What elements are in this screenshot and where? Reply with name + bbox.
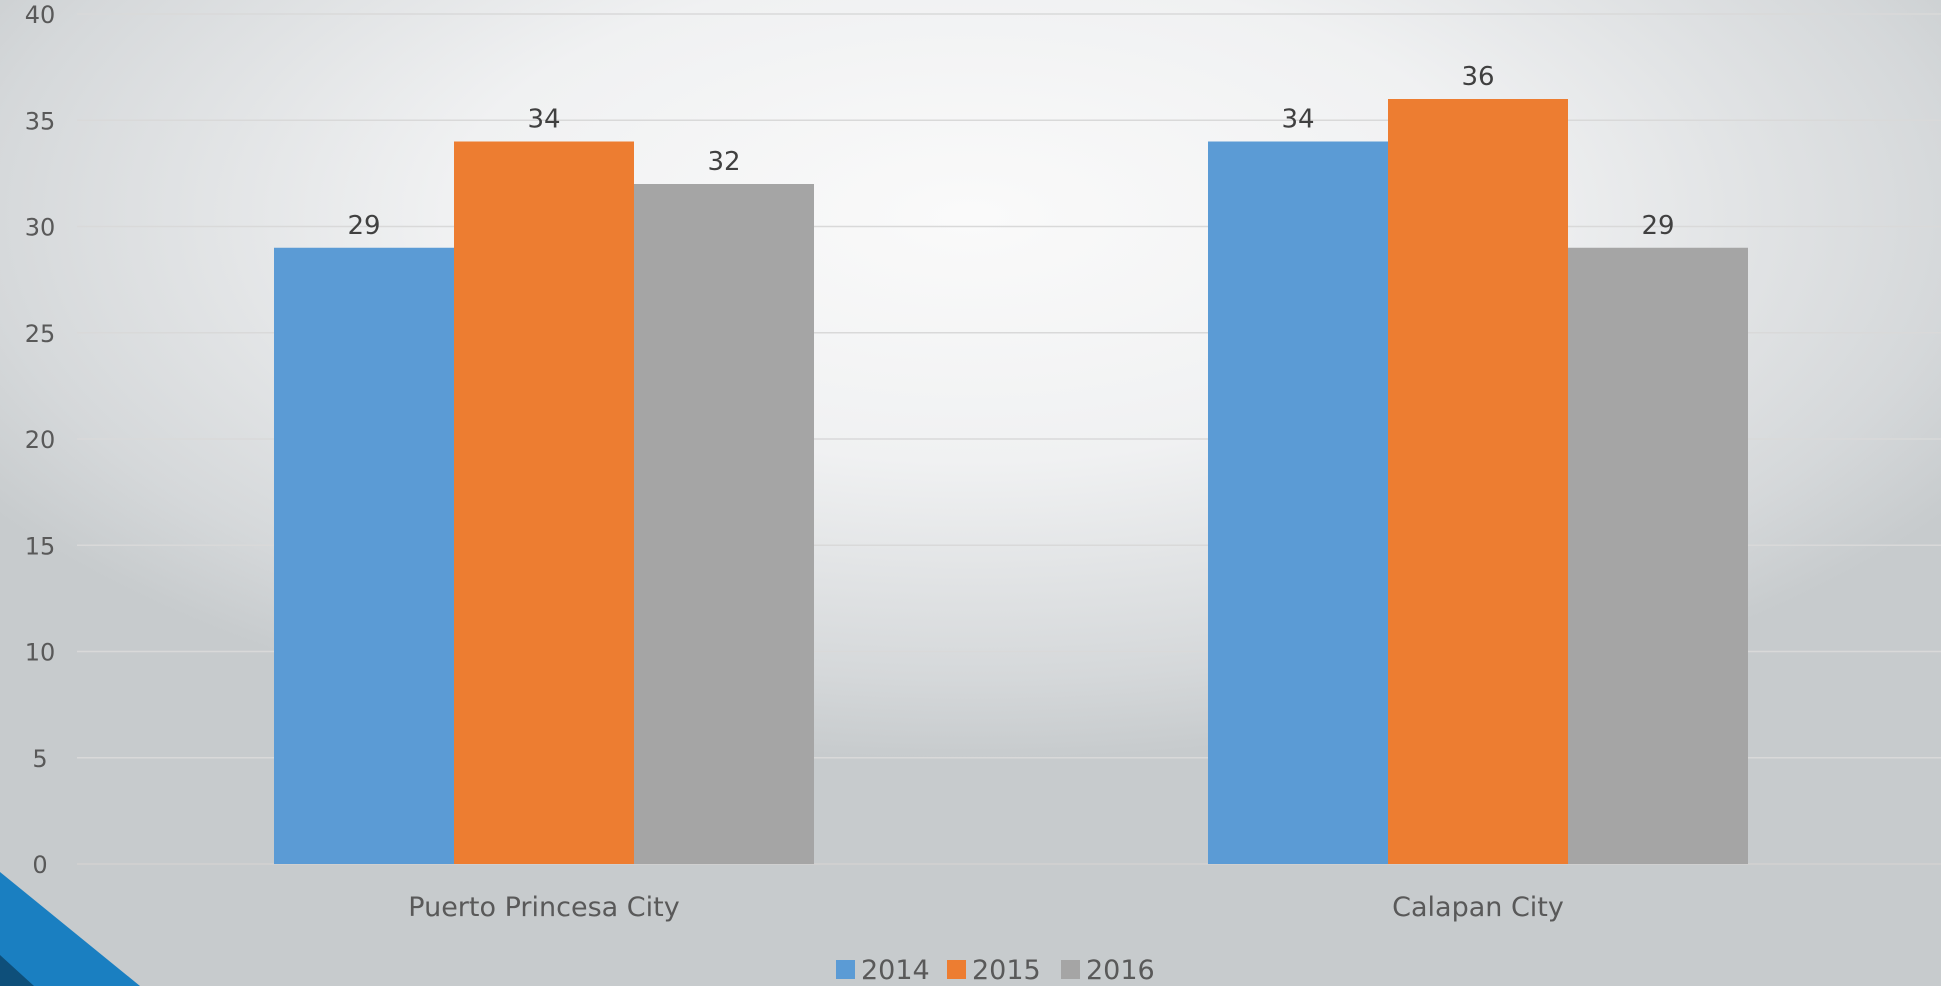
category-label: Calapan City	[1392, 892, 1564, 923]
legend-swatch	[1061, 960, 1080, 979]
x-axis-categories: Puerto Princesa City Calapan City	[408, 892, 1564, 923]
y-tick-label: 30	[25, 214, 56, 242]
data-label: 29	[347, 211, 380, 241]
data-label: 36	[1461, 62, 1494, 92]
legend-label: 2014	[861, 955, 930, 986]
y-tick-label: 10	[25, 639, 56, 667]
bar-2014-0	[274, 247, 454, 864]
y-tick-label: 0	[32, 851, 47, 879]
bar-2015-1	[1388, 99, 1568, 864]
y-tick-label: 5	[32, 745, 47, 773]
y-tick-label: 15	[25, 532, 56, 560]
legend-label: 2016	[1086, 955, 1155, 986]
legend: 2014 2015 2016	[836, 955, 1155, 986]
y-axis-ticks: 0 5 10 15 20 25 30 35 40	[25, 1, 56, 879]
legend-swatch	[836, 960, 855, 979]
bars	[274, 99, 1748, 864]
data-labels: 29 34 32 34 36 29	[347, 62, 1674, 241]
y-tick-label: 40	[25, 1, 56, 29]
bar-2015-0	[454, 141, 634, 864]
legend-label: 2015	[972, 955, 1041, 986]
data-label: 34	[527, 105, 560, 135]
category-label: Puerto Princesa City	[408, 892, 679, 923]
data-label: 34	[1281, 105, 1314, 135]
data-label: 29	[1641, 211, 1674, 241]
bar-2016-1	[1568, 247, 1748, 864]
data-label: 32	[707, 147, 740, 177]
y-tick-label: 25	[25, 320, 56, 348]
legend-swatch	[947, 960, 966, 979]
y-tick-label: 20	[25, 426, 56, 454]
corner-decoration	[0, 872, 140, 986]
bar-2014-1	[1208, 141, 1388, 864]
y-tick-label: 35	[25, 107, 56, 135]
bar-2016-0	[634, 184, 814, 864]
